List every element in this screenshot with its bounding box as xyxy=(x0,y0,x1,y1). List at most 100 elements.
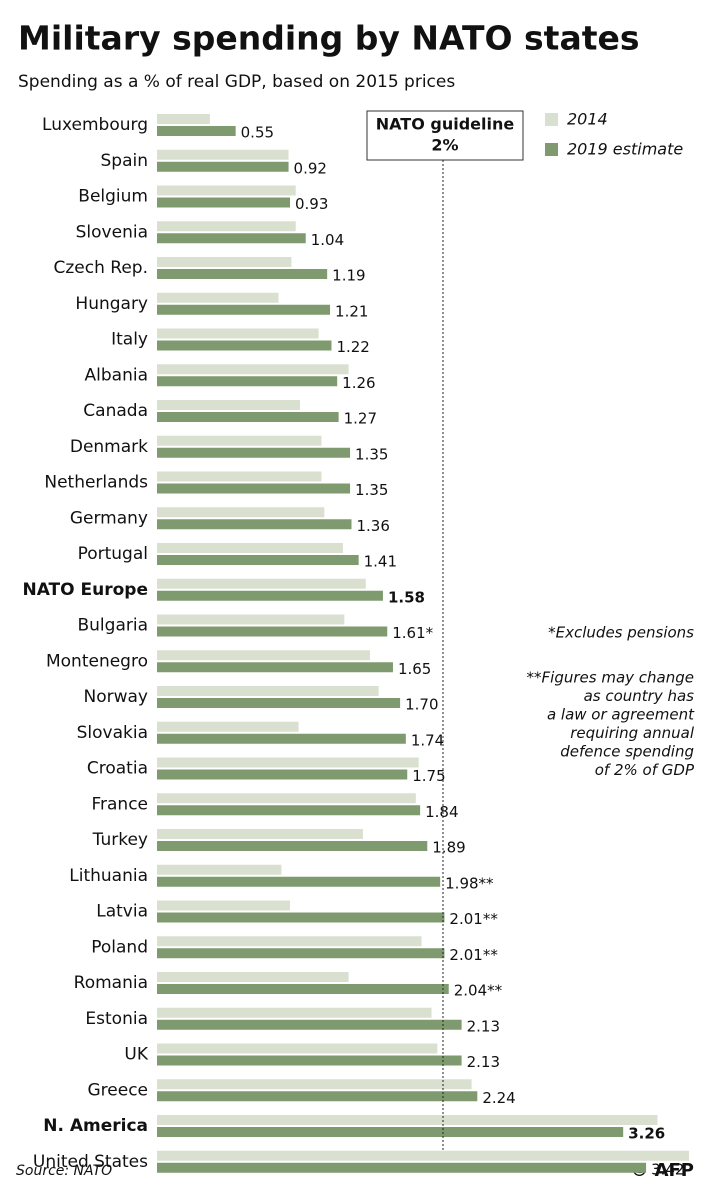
bar xyxy=(157,1055,462,1066)
legend-label: 2014 xyxy=(567,110,608,129)
bar xyxy=(157,292,279,303)
note: **Figures may change xyxy=(527,669,694,687)
value-label: 1.75 xyxy=(412,767,445,785)
value-label: 1.19 xyxy=(332,267,365,285)
bar xyxy=(157,269,328,279)
bar xyxy=(157,412,339,422)
bar xyxy=(157,686,379,696)
value-label: 2.04** xyxy=(454,982,503,1000)
bar xyxy=(157,793,416,804)
bar xyxy=(157,900,290,911)
value-label: 1.70 xyxy=(405,696,438,714)
bar xyxy=(157,400,301,410)
y-tick-label: Lithuania xyxy=(69,866,148,886)
credit: © AFP xyxy=(630,1160,694,1181)
bar xyxy=(157,936,422,947)
y-tick-label: Germany xyxy=(70,508,148,528)
bar xyxy=(157,948,445,959)
value-label: 2.01** xyxy=(449,910,498,928)
bar xyxy=(157,1162,647,1173)
note: requiring annual xyxy=(570,724,695,742)
bar xyxy=(157,662,393,673)
y-tick-label: Turkey xyxy=(92,830,148,850)
y-tick-label: Norway xyxy=(84,687,149,707)
value-label: 2.13 xyxy=(467,1053,500,1071)
bar xyxy=(157,876,441,887)
y-tick-label: Slovakia xyxy=(77,723,148,743)
y-tick-label: Croatia xyxy=(87,759,148,779)
bar xyxy=(157,304,331,315)
value-label: 1.22 xyxy=(336,338,369,356)
bar xyxy=(157,864,282,875)
value-label: 1.58 xyxy=(388,588,425,606)
bar xyxy=(157,471,322,482)
bar xyxy=(157,543,343,553)
y-tick-label: Hungary xyxy=(75,294,148,314)
bar xyxy=(157,233,306,244)
note: a law or agreement xyxy=(547,706,695,724)
value-label: 1.61* xyxy=(392,624,433,642)
y-tick-label: Montenegro xyxy=(46,651,148,671)
y-tick-label: NATO Europe xyxy=(22,580,148,600)
y-tick-label: Slovenia xyxy=(76,222,148,242)
value-label: 0.92 xyxy=(294,159,327,177)
bar xyxy=(157,435,322,446)
bar xyxy=(157,912,445,923)
note: *Excludes pensions xyxy=(548,624,694,642)
bar xyxy=(157,328,319,339)
bar xyxy=(157,507,325,518)
value-label: 1.84 xyxy=(425,803,458,821)
note: of 2% of GDP xyxy=(595,761,695,779)
bar xyxy=(157,1115,658,1125)
value-label: 1.65 xyxy=(398,660,431,678)
y-tick-label: Belgium xyxy=(78,187,148,207)
y-tick-label: Romania xyxy=(74,973,148,993)
y-tick-label: Albania xyxy=(85,365,148,385)
guideline-box xyxy=(366,110,524,161)
value-label: 1.89 xyxy=(432,839,465,857)
y-tick-label: France xyxy=(91,794,148,814)
y-tick-label: Spain xyxy=(101,151,149,171)
value-label: 3.42 xyxy=(651,1160,684,1178)
bar xyxy=(157,519,352,530)
y-tick-label: Poland xyxy=(91,937,148,957)
value-label: 1.35 xyxy=(355,481,388,499)
y-tick-label: Canada xyxy=(83,401,148,421)
bar xyxy=(157,1091,478,1102)
bar xyxy=(157,257,292,267)
bar xyxy=(157,1150,689,1161)
bar xyxy=(157,483,351,494)
value-label: 1.27 xyxy=(344,410,377,428)
bar xyxy=(157,114,210,124)
value-label: 1.35 xyxy=(355,445,388,463)
source: Source: NATO xyxy=(16,1163,112,1179)
guideline-label: NATO guideline xyxy=(376,115,515,134)
chart-title: Military spending by NATO states xyxy=(18,19,640,58)
value-label: 2.13 xyxy=(467,1017,500,1035)
value-label: 3.26 xyxy=(628,1125,665,1143)
y-tick-label: Bulgaria xyxy=(78,616,149,636)
bar xyxy=(157,340,332,351)
bar xyxy=(157,149,289,160)
y-tick-label: Latvia xyxy=(96,902,148,922)
y-tick-label: N. America xyxy=(43,1116,148,1136)
legend-swatch xyxy=(545,113,558,126)
bar xyxy=(157,721,299,732)
y-tick-label: Italy xyxy=(111,330,148,350)
y-tick-label: Czech Rep. xyxy=(54,258,148,278)
bar xyxy=(157,829,363,839)
value-label: 2.24 xyxy=(482,1089,515,1107)
bar xyxy=(157,733,406,744)
y-tick-label: Estonia xyxy=(85,1009,148,1029)
value-label: 0.55 xyxy=(241,124,274,142)
bar xyxy=(157,614,345,625)
bar xyxy=(157,1127,624,1137)
bar xyxy=(157,650,371,661)
value-label: 1.36 xyxy=(356,517,389,535)
value-label: 0.93 xyxy=(295,195,328,213)
value-label: 2.01** xyxy=(449,946,498,964)
bar xyxy=(157,590,383,601)
bar xyxy=(157,972,349,982)
bar xyxy=(157,1079,472,1090)
